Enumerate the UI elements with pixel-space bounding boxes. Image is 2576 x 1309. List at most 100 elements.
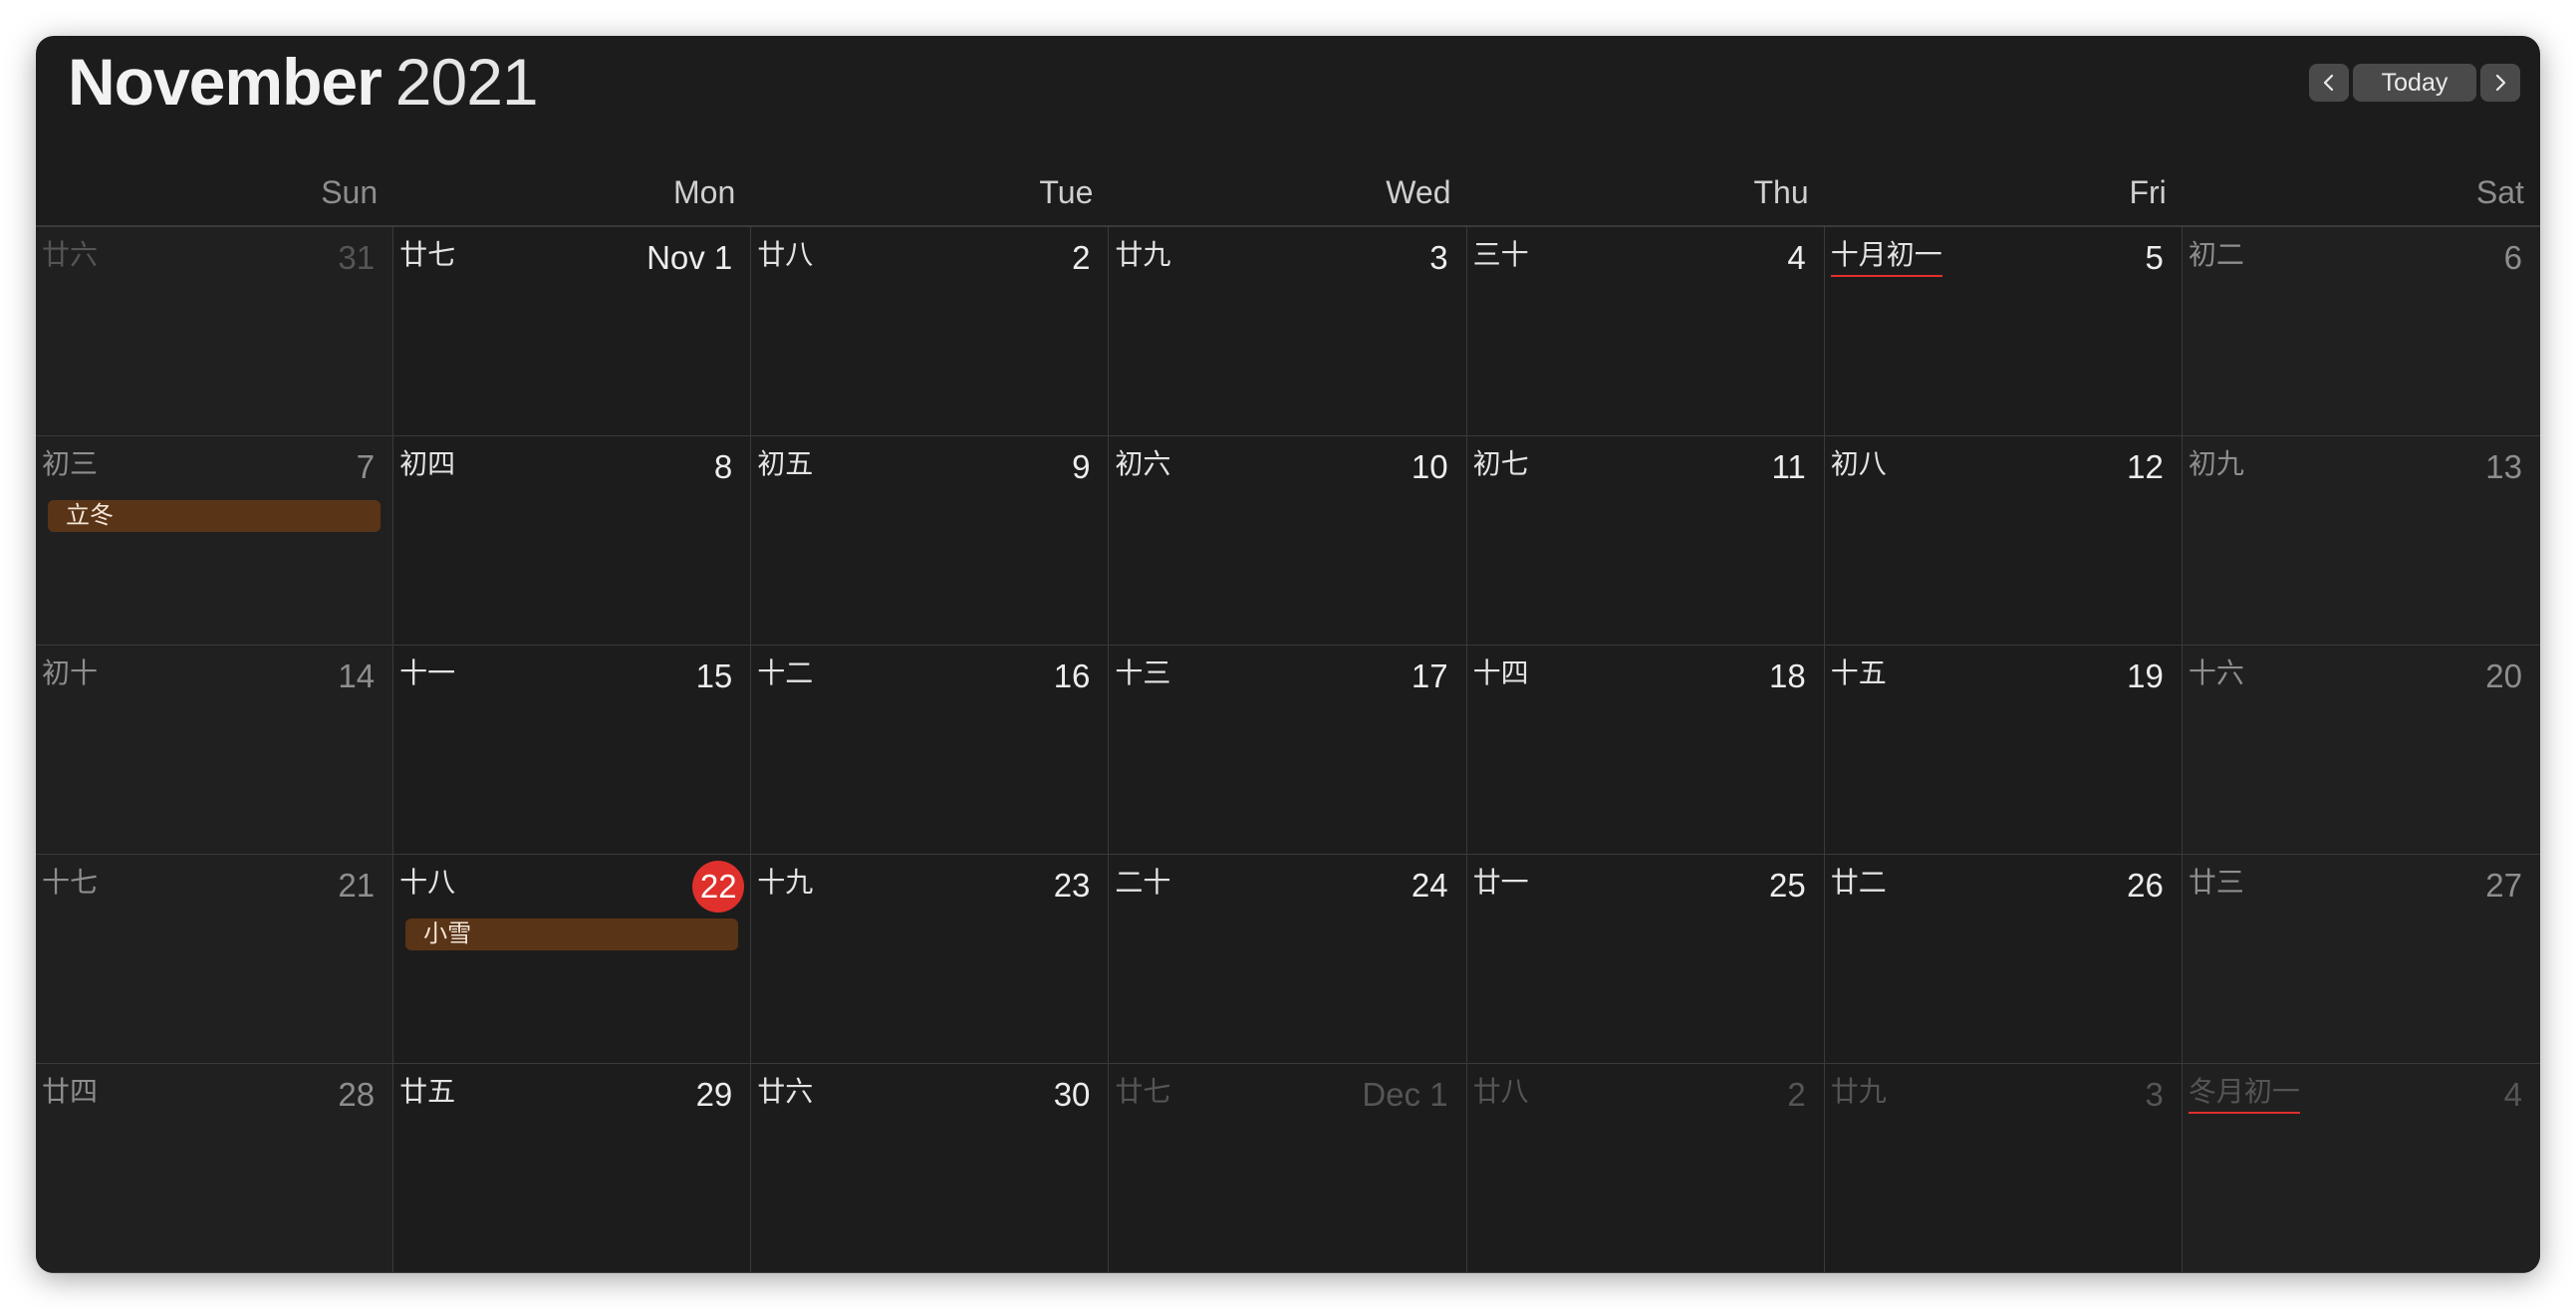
lunar-date-label: 冬月初一 [2188, 1070, 2300, 1114]
day-cell[interactable]: 十七 21 [36, 855, 394, 1064]
day-cell[interactable]: 廿九 3 [1109, 227, 1467, 436]
day-cell[interactable]: 三十 4 [1466, 227, 1825, 436]
lunar-date-label: 廿五 [399, 1076, 456, 1107]
day-cell[interactable]: 廿五 29 [393, 1064, 752, 1273]
lunar-date-label: 初四 [399, 448, 456, 479]
day-cell[interactable]: 十六 20 [2182, 646, 2540, 855]
weekday-label-thu: Thu [1753, 174, 1809, 210]
calendar-header: November 2021 Today [36, 36, 2540, 155]
day-cell[interactable]: 初十 14 [36, 646, 394, 855]
lunar-date-label: 十月初一 [1830, 233, 1942, 277]
day-cell[interactable]: 初二 6 [2182, 227, 2540, 436]
day-number: 24 [1411, 867, 1448, 904]
day-number: 17 [1411, 657, 1448, 694]
day-cell[interactable]: 初五 9 [751, 436, 1110, 646]
lunar-date-label: 二十 [1115, 867, 1171, 898]
lunar-date-label: 十七 [42, 867, 99, 898]
lunar-date-label: 廿三 [2188, 867, 2244, 898]
lunar-date-label: 十一 [399, 657, 456, 688]
day-number: 5 [2145, 239, 2164, 276]
lunar-date-label: 初五 [757, 448, 814, 479]
day-cell[interactable]: 十八 22 小雪 [393, 855, 752, 1064]
day-number: 2 [1787, 1076, 1806, 1113]
month-year-title: November 2021 [68, 44, 539, 120]
weekday-label-sat: Sat [2475, 174, 2524, 210]
previous-month-button[interactable] [2309, 64, 2349, 102]
day-cell[interactable]: 廿七 Dec 1 [1109, 1064, 1467, 1273]
day-cell[interactable]: 初八 12 [1824, 436, 2183, 646]
calendar-window: November 2021 Today Sun Mon Tue Wed Thu Fri Sat… [36, 36, 2540, 1273]
day-cell[interactable]: 廿四 28 [36, 1064, 394, 1273]
day-cell[interactable]: 廿二 26 [1824, 855, 2183, 1064]
day-number: 10 [1411, 448, 1448, 485]
day-cell[interactable]: 初六 10 [1109, 436, 1467, 646]
day-cell[interactable]: 廿六 31 [36, 227, 394, 436]
next-month-button[interactable] [2480, 64, 2520, 102]
day-number: 14 [338, 657, 376, 694]
day-number: 23 [1053, 867, 1091, 904]
day-cell[interactable]: 十一 15 [393, 646, 752, 855]
lunar-date-label: 初十 [42, 657, 99, 688]
day-number: 27 [2485, 867, 2522, 904]
day-number: 13 [2485, 448, 2522, 485]
day-cell[interactable]: 十九 23 [751, 855, 1110, 1064]
lunar-date-label: 十五 [1830, 657, 1887, 688]
weekday-header-row: Sun Mon Tue Wed Thu Fri Sat [36, 155, 2540, 227]
day-number: 31 [338, 239, 376, 276]
calendar-event[interactable]: 小雪 [405, 918, 739, 950]
lunar-date-label: 十四 [1472, 657, 1529, 688]
day-cell[interactable]: 初三 7 立冬 [36, 436, 394, 646]
day-cell[interactable]: 初四 8 [393, 436, 752, 646]
lunar-date-label: 十三 [1115, 657, 1171, 688]
day-number: 28 [338, 1076, 376, 1113]
day-number: 8 [713, 448, 733, 485]
day-cell[interactable]: 廿一 25 [1466, 855, 1825, 1064]
day-number: 18 [1768, 657, 1806, 694]
day-number: 12 [2127, 448, 2164, 485]
lunar-date-label: 廿二 [1830, 867, 1887, 898]
day-number: 6 [2503, 239, 2522, 276]
weekday-label-tue: Tue [1039, 174, 1094, 210]
day-cell[interactable]: 廿三 27 [2182, 855, 2540, 1064]
lunar-date-label: 初九 [2188, 448, 2244, 479]
day-cell[interactable]: 冬月初一 4 [2182, 1064, 2540, 1273]
day-number: 19 [2127, 657, 2164, 694]
day-number: 7 [356, 448, 376, 485]
lunar-date-label: 廿四 [42, 1076, 99, 1107]
day-cell[interactable]: 二十 24 [1109, 855, 1467, 1064]
day-cell[interactable]: 十四 18 [1466, 646, 1825, 855]
lunar-date-label: 三十 [1472, 239, 1529, 270]
month-grid: 廿六 31 廿七 Nov 1 廿八 2 廿九 3 三十 4 十月初一 5 初二 6 初三 7 立冬 初四 8 初五 9 初… [36, 227, 2540, 1273]
weekday-label-fri: Fri [2129, 174, 2167, 210]
day-cell[interactable]: 十五 19 [1824, 646, 2183, 855]
lunar-date-label: 初七 [1472, 448, 1529, 479]
day-number: 21 [338, 867, 376, 904]
day-cell[interactable]: 十三 17 [1109, 646, 1467, 855]
day-number: 30 [1053, 1076, 1091, 1113]
lunar-date-label: 十八 [399, 867, 456, 898]
chevron-right-icon [2495, 74, 2506, 92]
day-cell[interactable]: 十月初一 5 [1824, 227, 2183, 436]
lunar-date-label: 十九 [757, 867, 814, 898]
day-cell[interactable]: 初七 11 [1466, 436, 1825, 646]
today-button[interactable]: Today [2353, 64, 2476, 102]
lunar-date-label: 十二 [757, 657, 814, 688]
calendar-event[interactable]: 立冬 [48, 500, 382, 532]
day-cell[interactable]: 廿八 2 [1466, 1064, 1825, 1273]
lunar-date-label: 廿九 [1830, 1076, 1887, 1107]
weekday-label-sun: Sun [321, 174, 379, 210]
day-number: 25 [1768, 867, 1806, 904]
day-number: 26 [2127, 867, 2164, 904]
day-cell[interactable]: 十二 16 [751, 646, 1110, 855]
day-cell[interactable]: 廿八 2 [751, 227, 1110, 436]
day-cell[interactable]: 初九 13 [2182, 436, 2540, 646]
month-label: November [68, 45, 383, 119]
day-cell[interactable]: 廿七 Nov 1 [393, 227, 752, 436]
lunar-date-label: 廿六 [757, 1076, 814, 1107]
day-cell[interactable]: 廿六 30 [751, 1064, 1110, 1273]
day-cell[interactable]: 廿九 3 [1824, 1064, 2183, 1273]
day-number: Nov 1 [646, 239, 733, 276]
lunar-date-label: 十六 [2188, 657, 2244, 688]
lunar-date-label: 廿八 [757, 239, 814, 270]
lunar-date-label: 廿七 [1115, 1076, 1171, 1107]
